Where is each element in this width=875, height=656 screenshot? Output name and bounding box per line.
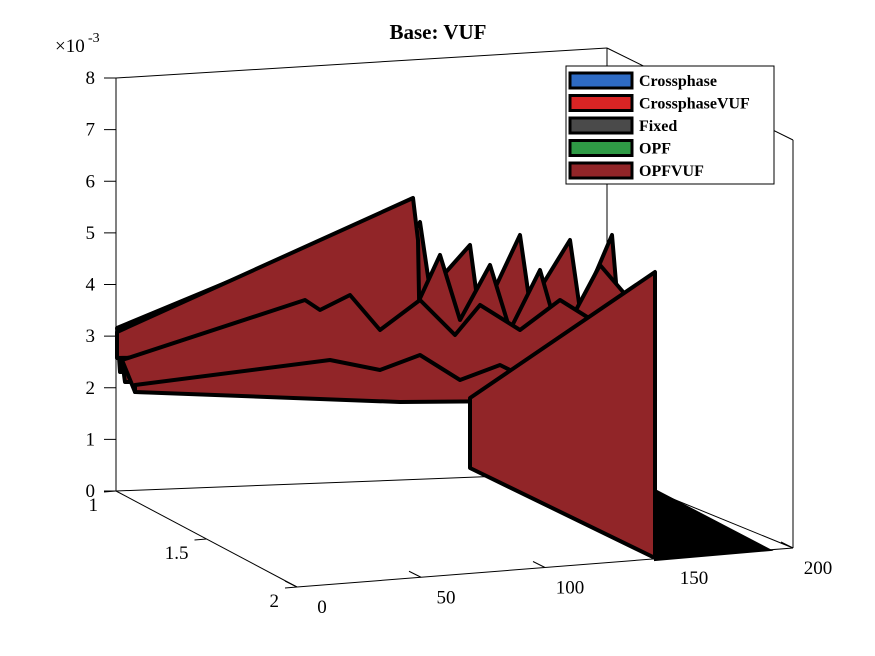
z-tick-label: 7 (86, 120, 96, 141)
x-tick-label: 150 (680, 568, 709, 589)
legend-label: Fixed (639, 118, 677, 135)
y-tick-label: 1 (89, 495, 99, 516)
z-ticks: 0 1 2 3 4 5 6 7 8 (86, 68, 116, 502)
z-tick-label: 8 (86, 68, 96, 89)
legend-swatch (568, 139, 634, 157)
z-exponent-base: ×10 (55, 36, 85, 57)
x-tick-label: 0 (317, 597, 327, 618)
z-tick-label: 2 (86, 378, 96, 399)
legend: Crossphase CrossphaseVUF Fixed OPF OPFVUF (565, 65, 775, 185)
x-ticks: 0 50 100 150 200 (284, 541, 833, 618)
x-tick-mark (532, 561, 546, 568)
x-tick-label: 100 (556, 578, 585, 599)
x-tick-label: 50 (437, 587, 456, 608)
z-exponent: ×10 -3 (55, 31, 100, 57)
z-tick-label: 3 (86, 326, 96, 347)
y-tick-label: 1.5 (165, 543, 189, 564)
z-tick-label: 0 (86, 481, 96, 502)
legend-swatch (568, 71, 634, 90)
x-tick-mark (408, 570, 422, 578)
x-tick-mark (284, 580, 298, 588)
x-tick-label: 200 (804, 558, 833, 579)
legend-swatch (568, 116, 634, 135)
legend-swatch (568, 94, 634, 112)
y-tick-mark (103, 490, 117, 493)
x-tick-mark (656, 551, 670, 559)
z-tick-label: 4 (86, 275, 96, 296)
legend-label: CrossphaseVUF (639, 96, 750, 113)
legend-label: OPF (639, 141, 671, 158)
z-tick-label: 6 (86, 171, 96, 192)
z-exponent-power: -3 (88, 31, 100, 46)
z-tick-label: 5 (86, 223, 96, 244)
legend-label: OPFVUF (639, 163, 704, 180)
y-ticks: 11.52 (89, 490, 298, 612)
y-tick-mark (194, 538, 207, 541)
floor-shadow (654, 488, 774, 562)
back-top-edge (115, 47, 608, 79)
y-tick-label: 2 (270, 591, 280, 612)
chart-title: Base: VUF (389, 20, 486, 44)
z-tick-label: 1 (86, 429, 96, 450)
surface-ribbons (115, 196, 657, 560)
legend-swatch (568, 161, 634, 180)
legend-label: Crossphase (639, 73, 717, 90)
y-tick-mark (284, 586, 298, 589)
x-tick-mark (780, 541, 794, 549)
legend-items: Crossphase CrossphaseVUF Fixed OPF OPFVUF (568, 71, 750, 180)
